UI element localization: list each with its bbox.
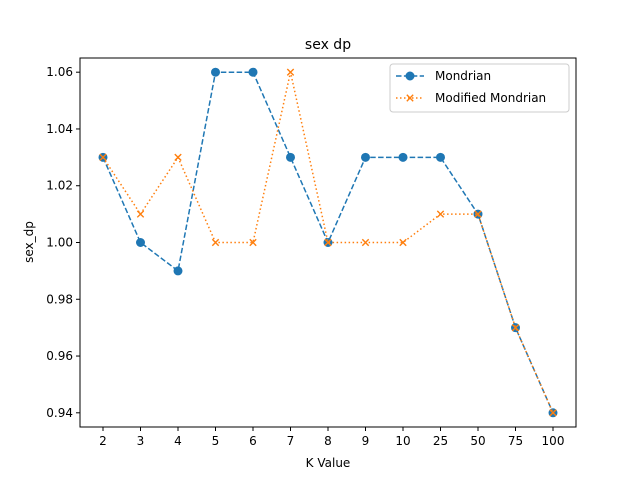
y-axis: 0.94 0.96 0.98 1.00 1.02 1.04 1.06 (46, 65, 80, 420)
data-point (136, 238, 145, 247)
x-tick-label: 50 (470, 434, 485, 448)
y-tick-label: 1.04 (46, 122, 73, 136)
legend-box (389, 63, 570, 113)
data-point (173, 266, 183, 276)
x-tick-label: 10 (395, 434, 410, 448)
data-point (249, 238, 257, 247)
data-point (136, 210, 145, 218)
x-tick-label: 7 (287, 434, 295, 448)
legend-marker (406, 94, 414, 102)
plot-area: 2 3 4 5 6 7 8 9 10 25 50 75 100 0.94 0.96 0.98 1.00 1.02… (46, 57, 577, 448)
legend-item: Modified Mondrian (396, 91, 546, 105)
y-tick-label: 1.02 (46, 179, 73, 193)
x-tick-label: 3 (137, 434, 145, 448)
x-tick-label: 25 (433, 434, 448, 448)
legend-label: Mondrian (435, 69, 491, 83)
x-tick-label: 75 (508, 434, 523, 448)
x-tick-label: 9 (362, 434, 370, 448)
legend-marker (405, 71, 415, 81)
chart-title: sex dp (305, 37, 351, 53)
data-point (361, 238, 370, 247)
data-point (286, 68, 295, 76)
data-point (324, 238, 332, 247)
data-point (399, 238, 407, 247)
x-tick-label: 6 (249, 434, 257, 448)
data-point (436, 210, 445, 218)
legend-item: Mondrian (396, 69, 491, 83)
x-tick-label: 100 (542, 434, 565, 448)
data-point (211, 67, 220, 77)
data-point (474, 210, 482, 218)
y-tick-label: 1.06 (46, 65, 73, 79)
data-point (211, 238, 220, 247)
x-tick-label: 2 (99, 434, 107, 448)
data-point (436, 152, 445, 162)
x-tick-label: 4 (174, 434, 182, 448)
y-tick-label: 0.96 (46, 349, 73, 363)
series-2 (99, 68, 557, 417)
y-axis-label: sex_dp (22, 221, 36, 263)
data-point (286, 152, 295, 162)
legend-label: Modified Mondrian (435, 91, 546, 105)
legend: Mondrian Modified Mondrian (389, 63, 570, 113)
data-point (248, 67, 258, 77)
series-layer (98, 67, 558, 418)
data-point (361, 152, 370, 162)
x-axis: 2 3 4 5 6 7 8 9 10 25 50 75 100 (99, 427, 564, 448)
y-tick-label: 1.00 (46, 236, 73, 250)
data-point (99, 153, 107, 162)
data-point (174, 153, 182, 162)
x-axis-label: K Value (306, 456, 351, 470)
data-point (398, 152, 408, 162)
x-tick-label: 8 (324, 434, 332, 448)
y-tick-label: 0.98 (46, 292, 73, 306)
data-point (549, 409, 557, 417)
x-tick-label: 5 (212, 434, 220, 448)
y-tick-label: 0.94 (46, 406, 73, 420)
data-point (511, 323, 520, 332)
